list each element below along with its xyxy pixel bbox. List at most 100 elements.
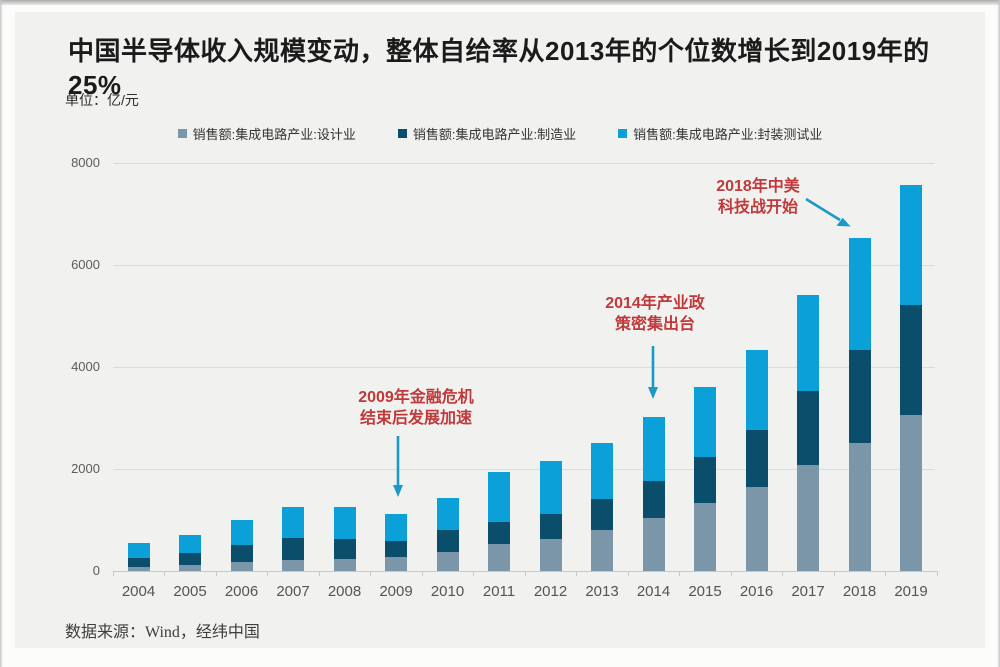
- gridline-2000: [113, 469, 935, 470]
- bar-2016-segment: [745, 487, 768, 571]
- bar-2010-segment: [436, 529, 459, 553]
- bar-2018-segment: [848, 237, 871, 350]
- bar-2018-segment: [848, 349, 871, 443]
- bar-2013: [591, 443, 613, 571]
- bar-2008-segment: [333, 539, 356, 559]
- bar-2017: [797, 295, 819, 571]
- bar-2005-segment: [179, 552, 201, 565]
- bar-2016-segment: [745, 429, 768, 488]
- bar-2007-segment: [282, 507, 304, 539]
- bar-2011-segment: [488, 522, 510, 545]
- bar-2012-segment: [539, 513, 562, 540]
- bar-2016-segment: [745, 349, 768, 430]
- x-axis-tick: [524, 571, 526, 576]
- x-axis-tick: [112, 571, 114, 576]
- x-label-2016: 2016: [739, 583, 774, 600]
- bar-2004-segment: [127, 557, 150, 567]
- legend: 销售额:集成电路产业:设计业 销售额:集成电路产业:制造业 销售额:集成电路产业…: [15, 124, 985, 143]
- annotation-arrow-2018-icon: [805, 197, 851, 227]
- bar-2012: [539, 460, 562, 571]
- bar-2017-segment: [797, 465, 819, 571]
- legend-swatch-packaging-icon: [618, 129, 628, 138]
- bar-2010-segment: [436, 497, 459, 530]
- x-label-2004: 2004: [121, 583, 156, 600]
- bar-2013-segment: [591, 499, 613, 530]
- y-axis-labels: 0 2000 4000 6000 8000: [55, 155, 100, 593]
- legend-swatch-design-icon: [177, 129, 187, 138]
- bar-2018-segment: [848, 442, 871, 571]
- bar-2014-segment: [642, 517, 665, 571]
- bar-2015-segment: [694, 386, 716, 458]
- bar-2012-segment: [539, 460, 562, 514]
- x-axis-tick: [627, 571, 629, 576]
- bar-2019-segment: [900, 185, 922, 306]
- annotation-2009-line2: 结束后发展加速: [359, 410, 472, 427]
- x-label-2014: 2014: [636, 583, 671, 600]
- bar-2008-segment: [333, 507, 356, 540]
- bar-2009: [385, 514, 407, 571]
- bar-2008-segment: [333, 559, 356, 571]
- x-axis-tick: [421, 571, 423, 576]
- bar-2018: [848, 237, 871, 571]
- y-tick-label-8000: 8000: [71, 155, 100, 170]
- y-tick-label-2000: 2000: [71, 461, 100, 476]
- source-note: 数据来源：Wind，经纬中国: [65, 624, 260, 641]
- bar-2006: [230, 519, 253, 571]
- bar-2004: [127, 543, 150, 571]
- bar-2008: [333, 507, 356, 571]
- annotation-arrow-2009-icon: [393, 436, 403, 497]
- annotation-2009-line1: 2009年金融危机: [358, 389, 474, 406]
- frame-edge-left: [0, 0, 3, 667]
- x-label-2013: 2013: [585, 583, 619, 600]
- bar-2017-segment: [797, 391, 819, 466]
- x-axis-tick: [473, 571, 475, 576]
- bar-2007: [282, 507, 304, 571]
- bar-2005: [179, 535, 201, 571]
- bar-2016: [745, 349, 768, 571]
- unit-label: 单位：亿/元: [65, 92, 139, 108]
- bar-2006-segment: [230, 561, 253, 571]
- bar-2012-segment: [539, 539, 562, 571]
- bar-2019: [900, 185, 922, 571]
- bar-2004-segment: [127, 543, 150, 558]
- x-label-2009: 2009: [379, 583, 413, 600]
- bar-2019-segment: [900, 305, 922, 415]
- legend-item-design: 销售额:集成电路产业:设计业: [177, 124, 356, 143]
- bar-2009-segment: [385, 540, 407, 558]
- x-label-2015: 2015: [688, 583, 722, 600]
- bar-2014: [642, 417, 665, 571]
- y-tick-label-0: 0: [92, 563, 100, 578]
- legend-label-manufacturing: 销售额:集成电路产业:制造业: [412, 127, 577, 142]
- annotation-arrow-2014-icon: [648, 346, 658, 399]
- x-label-2010: 2010: [430, 583, 465, 600]
- bar-2011-segment: [488, 472, 510, 523]
- bar-2004-segment: [127, 566, 150, 571]
- bar-2019-segment: [900, 414, 922, 571]
- x-axis-tick: [833, 571, 835, 576]
- bar-2013-segment: [591, 529, 613, 571]
- bar-2010: [436, 497, 459, 571]
- frame-edge-top: [0, 0, 1000, 5]
- x-label-2012: 2012: [533, 583, 568, 600]
- x-axis-tick: [885, 571, 887, 576]
- x-axis-tick: [215, 571, 217, 576]
- y-tick-label-6000: 6000: [71, 257, 100, 272]
- gridline-6000: [113, 265, 935, 266]
- bar-2006-segment: [230, 545, 253, 562]
- bar-2005-segment: [179, 535, 201, 553]
- x-axis-tick: [936, 571, 938, 576]
- bar-2007-segment: [282, 559, 304, 571]
- annotation-2014-line1: 2014年产业政: [605, 295, 705, 312]
- bar-2009-segment: [385, 514, 407, 541]
- x-label-2005: 2005: [173, 583, 207, 600]
- x-axis-tick: [679, 571, 681, 576]
- x-axis-tick: [164, 571, 166, 576]
- bar-2015: [694, 386, 716, 571]
- chart-card: 中国半导体收入规模变动，整体自给率从2013年的个位数增长到2019年的25% …: [15, 12, 985, 648]
- annotation-2018-line2: 科技战开始: [717, 199, 798, 216]
- plot-area: 2004 2005 2006 2007 2008 2009 2010 2011 2012 2013…: [112, 163, 938, 600]
- bar-2007-segment: [282, 538, 304, 560]
- annotation-2018-line1: 2018年中美: [716, 178, 800, 195]
- x-label-2018: 2018: [842, 583, 877, 600]
